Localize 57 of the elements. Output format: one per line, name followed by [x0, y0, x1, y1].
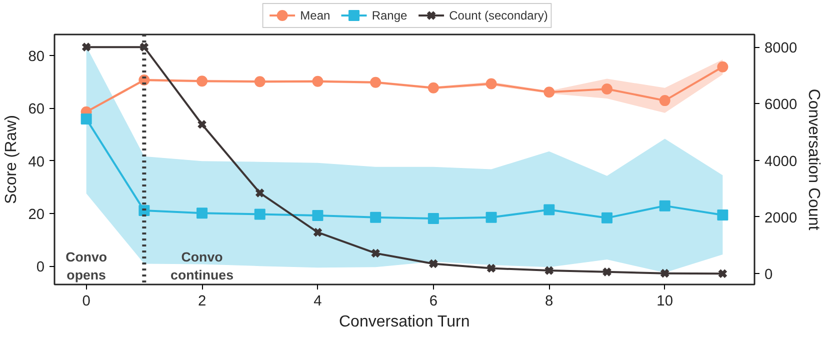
point: [486, 212, 497, 223]
point: [312, 210, 324, 222]
legend-label: Count (secondary): [449, 8, 548, 22]
legend-label: Range: [372, 8, 408, 22]
y2-tick-label: 8000: [764, 40, 798, 57]
x-tick-label: 4: [314, 294, 322, 310]
y2-tick-label: 4000: [764, 154, 798, 170]
y2-tick-label: 2000: [764, 210, 798, 226]
point: [81, 42, 92, 52]
point: [254, 76, 266, 88]
y-tick-label: 0: [36, 260, 45, 276]
annotation: Convo opens: [66, 249, 108, 282]
point: [428, 82, 439, 94]
x-axis-title: Conversation Turn: [338, 314, 470, 330]
point: [486, 78, 497, 90]
y-tick-label: 40: [28, 154, 45, 170]
point: [544, 204, 555, 216]
point: [312, 227, 323, 238]
x-tick-label: 8: [545, 294, 554, 310]
point: [139, 42, 150, 52]
point: [312, 76, 324, 87]
annotation: Convo continues: [170, 249, 234, 282]
point: [197, 119, 207, 130]
point: [370, 248, 381, 258]
y2-axis-title: Conversation Count: [805, 88, 822, 231]
point: [370, 212, 382, 223]
point: [717, 61, 728, 72]
point: [718, 268, 728, 279]
point: [428, 258, 438, 269]
point: [659, 200, 670, 212]
y-tick-label: 80: [28, 49, 45, 66]
y-axis-title: Score (Raw): [3, 115, 20, 204]
point: [370, 76, 382, 88]
x-tick-label: 2: [198, 294, 206, 310]
point: [196, 76, 208, 87]
point: [486, 263, 496, 274]
point: [544, 266, 554, 276]
point: [80, 113, 92, 124]
x-tick-label: 0: [82, 294, 90, 310]
point: [544, 86, 555, 98]
x-tick-label: 10: [656, 294, 673, 310]
point: [601, 83, 612, 94]
point: [717, 210, 728, 221]
y2-tick-label: 0: [764, 267, 773, 284]
legend-label: Mean: [300, 8, 330, 22]
y2-tick-label: 6000: [764, 97, 798, 114]
x-tick-label: 6: [429, 294, 438, 310]
point: [254, 188, 265, 198]
point: [196, 208, 208, 219]
point: [660, 268, 670, 278]
y-tick-label: 60: [28, 102, 45, 118]
point: [601, 212, 612, 224]
point: [254, 208, 266, 220]
point: [428, 212, 439, 224]
point: [602, 266, 612, 277]
y-tick-label: 20: [28, 206, 45, 223]
point: [659, 95, 670, 106]
